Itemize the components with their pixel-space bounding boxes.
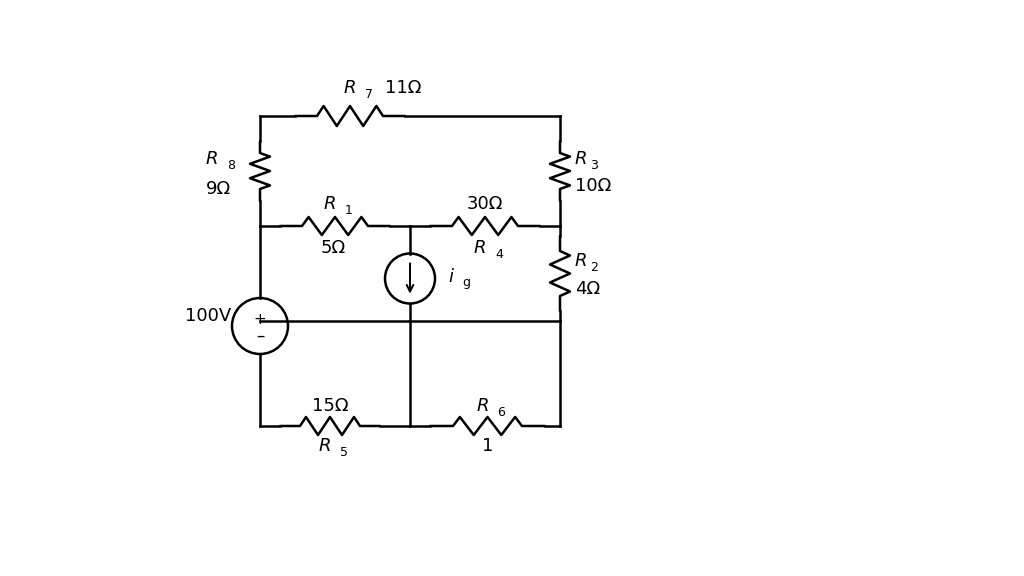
Text: 3: 3: [590, 158, 598, 172]
Text: 11Ω: 11Ω: [385, 79, 421, 97]
Text: –: –: [256, 327, 264, 345]
Text: 1: 1: [345, 203, 353, 217]
Text: R: R: [575, 150, 588, 168]
Text: 1: 1: [482, 437, 494, 455]
Text: R: R: [324, 195, 336, 213]
Text: 2: 2: [590, 261, 598, 274]
Text: R: R: [344, 79, 356, 97]
Text: +: +: [254, 312, 266, 327]
Text: 4Ω: 4Ω: [575, 279, 600, 297]
Text: i: i: [447, 267, 453, 286]
Text: g: g: [462, 276, 470, 289]
Text: 4: 4: [495, 248, 503, 260]
Text: 5: 5: [340, 445, 348, 458]
Text: 10Ω: 10Ω: [575, 177, 611, 195]
Text: 5Ω: 5Ω: [321, 239, 345, 257]
Text: 7: 7: [365, 88, 373, 100]
Text: 8: 8: [227, 158, 234, 172]
Text: 9Ω: 9Ω: [206, 180, 230, 198]
Text: R: R: [575, 252, 588, 271]
Text: R: R: [476, 397, 488, 415]
Text: 100V: 100V: [185, 307, 231, 325]
Text: 6: 6: [498, 406, 506, 419]
Text: 15Ω: 15Ω: [311, 397, 348, 415]
Text: R: R: [474, 239, 486, 257]
Text: R: R: [206, 150, 218, 168]
Text: 30Ω: 30Ω: [467, 195, 503, 213]
Text: R: R: [318, 437, 331, 455]
